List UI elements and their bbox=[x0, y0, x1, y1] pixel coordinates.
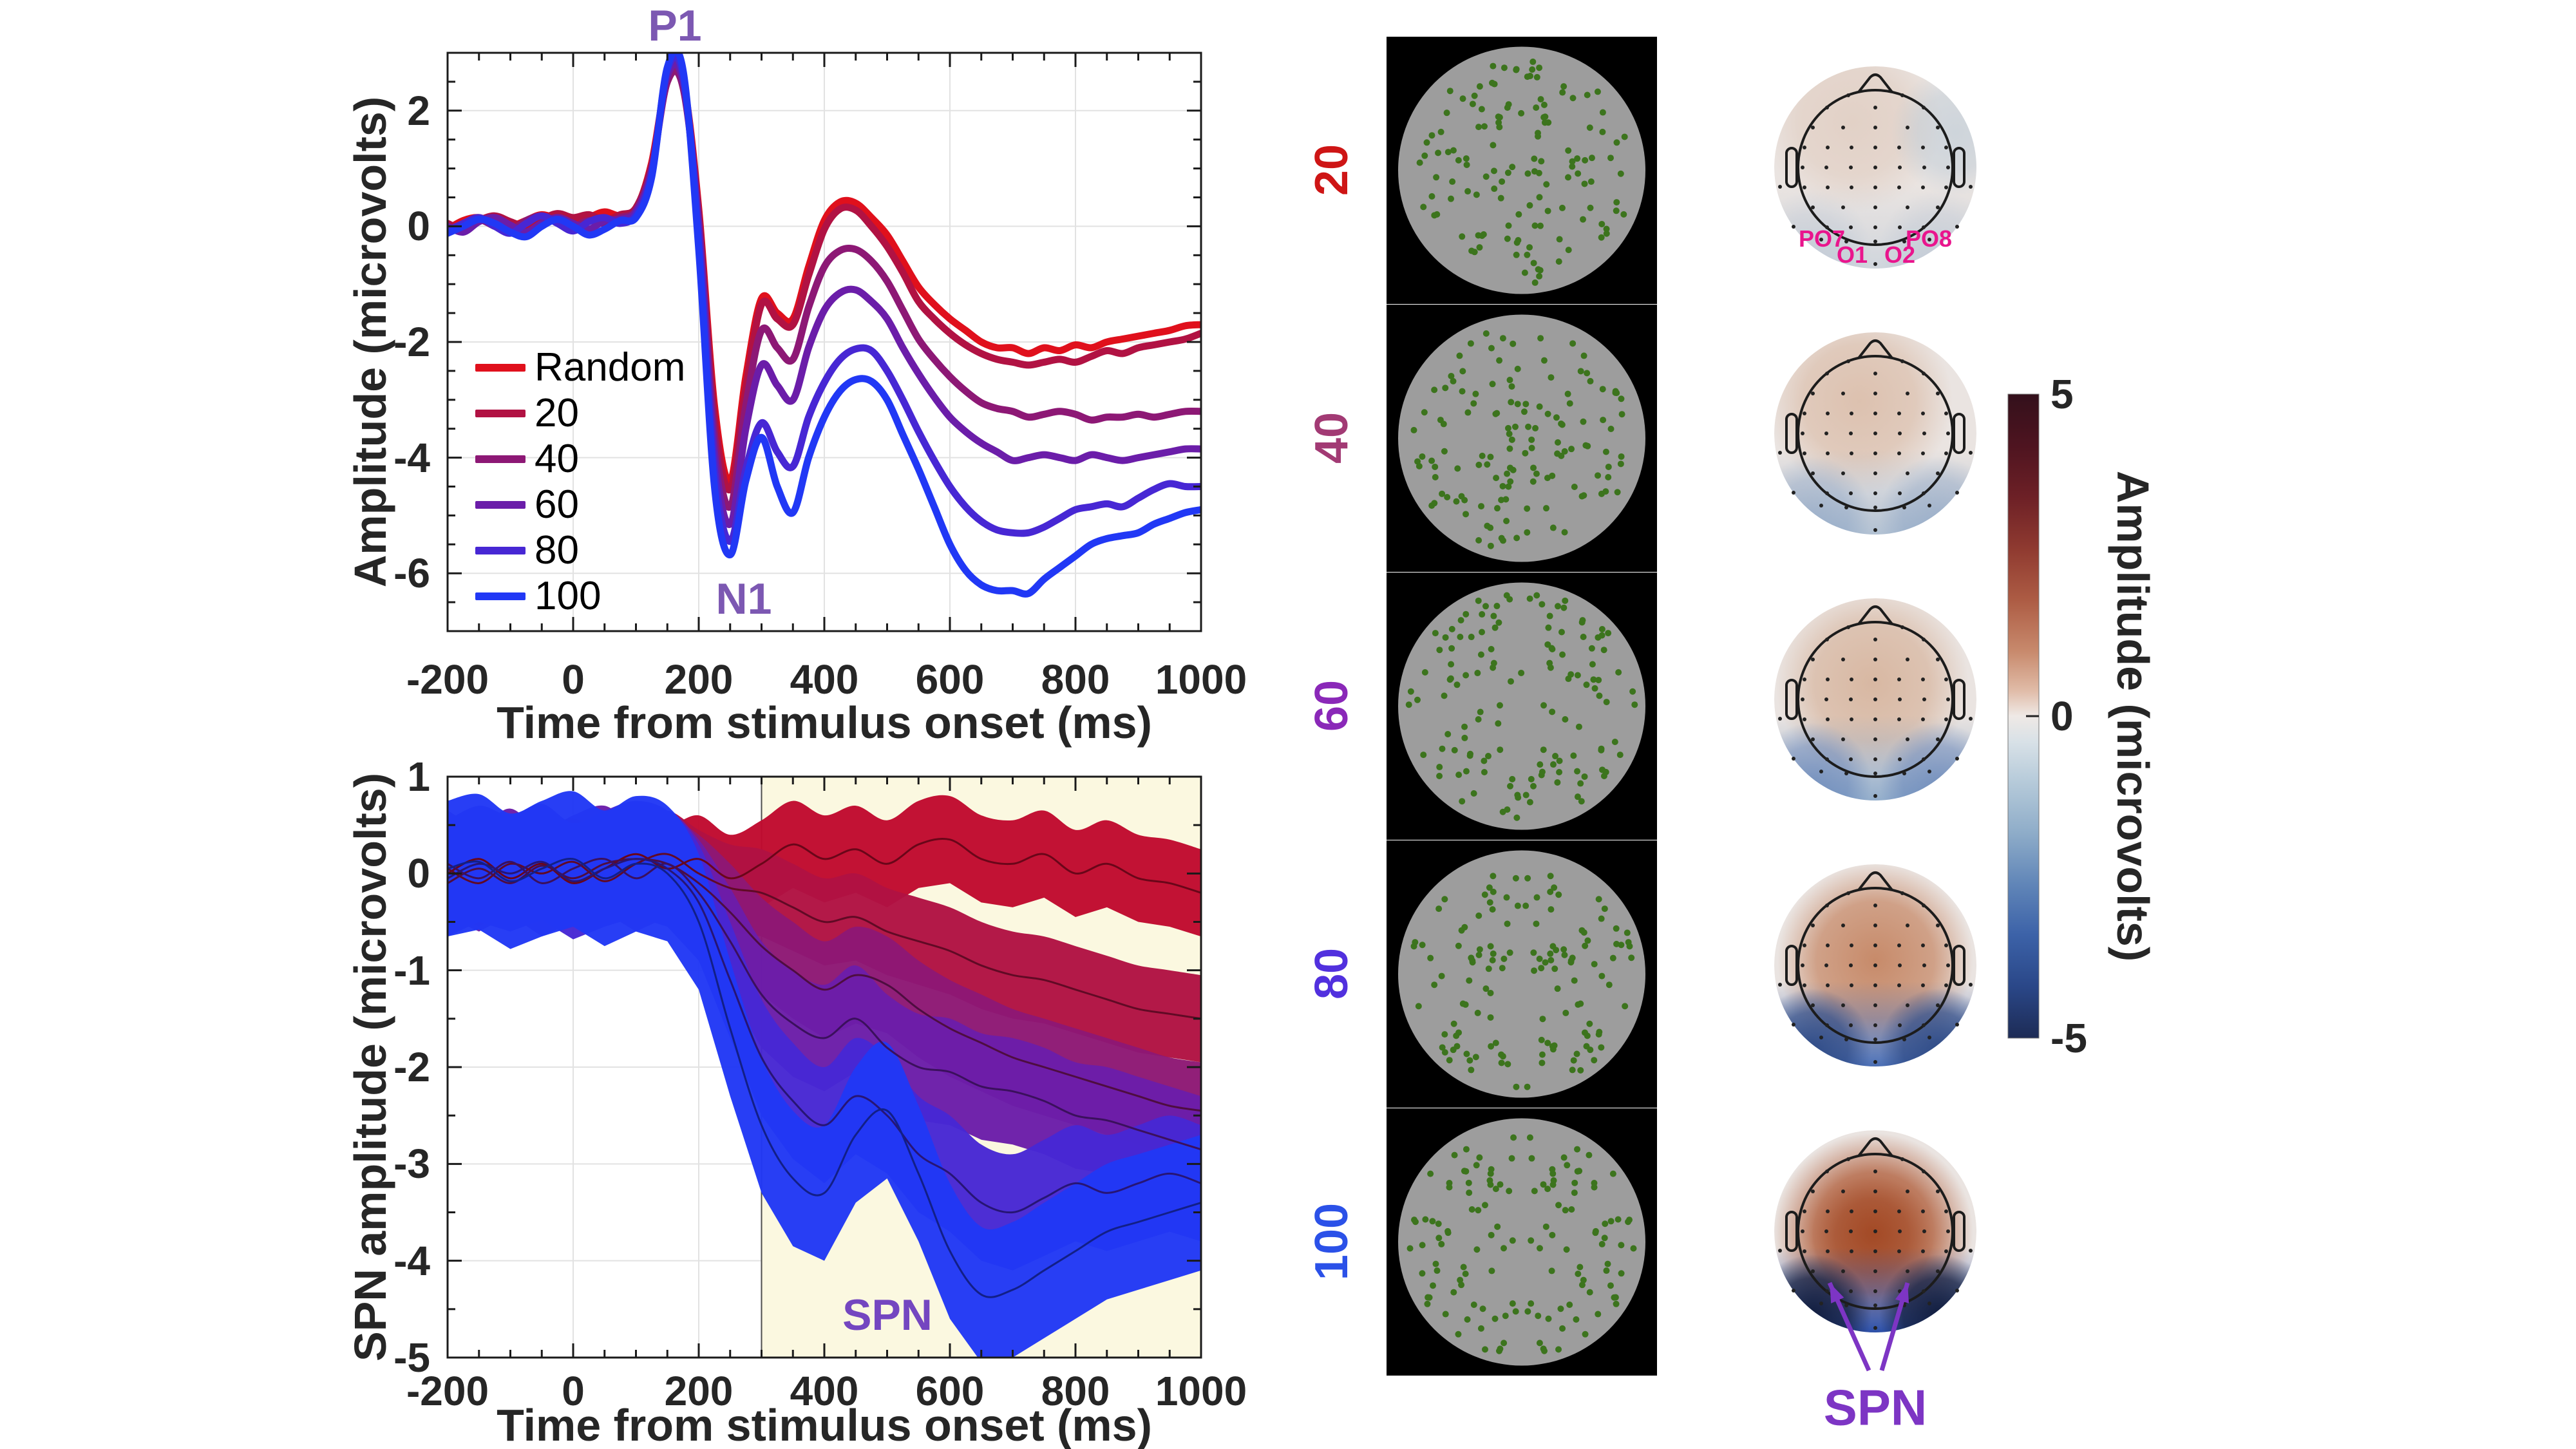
condition-label-60: 60 bbox=[1306, 679, 1358, 732]
erp-x-tick: 0 bbox=[562, 656, 585, 703]
erp-x-tick: 200 bbox=[664, 656, 734, 703]
spn-y-axis-label: SPN amplitude (microvolts) bbox=[345, 772, 395, 1362]
topo-spn-annotation: SPN bbox=[1823, 1379, 1927, 1436]
legend-label-60: 60 bbox=[535, 482, 579, 527]
condition-label-20: 20 bbox=[1306, 144, 1358, 196]
spn-plot bbox=[446, 775, 1202, 1359]
spn-mean-40 bbox=[448, 858, 1201, 1112]
erp-y-tick: 0 bbox=[407, 203, 430, 249]
spn-mean-Random bbox=[448, 837, 1201, 894]
legend-label-80: 80 bbox=[535, 528, 579, 573]
legend-swatch-random bbox=[475, 363, 526, 372]
spn-y-tick: -3 bbox=[393, 1141, 430, 1187]
erp-y-tick: 2 bbox=[407, 88, 430, 134]
p1-annotation: P1 bbox=[648, 1, 702, 50]
condition-label-100: 100 bbox=[1306, 1202, 1358, 1281]
spn-window-annotation: SPN bbox=[842, 1291, 933, 1340]
legend-swatch-60 bbox=[475, 500, 526, 509]
spn-x-tick: 800 bbox=[1041, 1368, 1110, 1414]
spn-mean-20 bbox=[448, 853, 1201, 1020]
spn-mean-80 bbox=[448, 858, 1201, 1214]
legend-row: Random bbox=[475, 345, 685, 390]
electrode-label-po7: PO7 bbox=[1798, 225, 1846, 252]
legend-swatch-100 bbox=[475, 592, 526, 600]
spn-y-tick: 0 bbox=[407, 850, 430, 896]
erp-y-axis-label: Amplitude (microvolts) bbox=[345, 96, 395, 588]
erp-plot bbox=[446, 52, 1202, 632]
legend-row: 20 bbox=[475, 390, 685, 436]
spn-x-axis-label: Time from stimulus onset (ms) bbox=[497, 1400, 1152, 1449]
erp-x-tick: 1000 bbox=[1155, 656, 1247, 703]
electrode-label-o1: O1 bbox=[1836, 242, 1868, 268]
condition-label-80: 80 bbox=[1306, 947, 1358, 1000]
colorbar-tick-m5: -5 bbox=[2050, 1015, 2087, 1061]
spn-y-tick: -5 bbox=[393, 1334, 430, 1381]
topomap-100 bbox=[1774, 1130, 1976, 1332]
erp-curve-80 bbox=[448, 53, 1201, 545]
stimulus-panel-80 bbox=[1387, 840, 1657, 1108]
topomap-40 bbox=[1774, 332, 1976, 535]
colorbar-tick-0: 0 bbox=[2050, 693, 2074, 739]
stimulus-panel-60 bbox=[1387, 573, 1657, 840]
erp-y-tick: -6 bbox=[393, 550, 430, 596]
erp-y-tick: -2 bbox=[393, 319, 430, 365]
legend-label-100: 100 bbox=[535, 574, 601, 618]
stimulus-panel-100 bbox=[1387, 1108, 1657, 1376]
legend-row: 100 bbox=[475, 573, 685, 619]
colorbar-tick-5: 5 bbox=[2050, 371, 2074, 417]
n1-annotation: N1 bbox=[715, 574, 772, 623]
spn-y-tick: -1 bbox=[393, 947, 430, 994]
erp-x-tick: 400 bbox=[790, 656, 859, 703]
topomap-80 bbox=[1774, 864, 1976, 1066]
spn-y-tick: 1 bbox=[407, 753, 430, 800]
topomap-60 bbox=[1774, 598, 1976, 800]
legend-label-40: 40 bbox=[535, 437, 579, 481]
spn-y-tick: -2 bbox=[393, 1044, 430, 1090]
stimulus-panel-20 bbox=[1387, 37, 1657, 304]
erp-legend: Random 20 40 60 80 100 bbox=[475, 345, 685, 619]
legend-row: 40 bbox=[475, 436, 685, 482]
spn-band-100 bbox=[448, 791, 1201, 1358]
erp-curve-20 bbox=[448, 66, 1201, 494]
spn-x-tick: -200 bbox=[406, 1368, 489, 1414]
legend-row: 60 bbox=[475, 482, 685, 527]
spn-mean-60 bbox=[448, 857, 1201, 1151]
colorbar-label: Amplitude (microvolts) bbox=[2108, 470, 2158, 962]
erp-y-tick: -4 bbox=[393, 435, 430, 481]
legend-label-20: 20 bbox=[535, 391, 579, 435]
condition-label-40: 40 bbox=[1306, 412, 1358, 464]
erp-x-tick: 600 bbox=[915, 656, 985, 703]
spn-x-tick: 1000 bbox=[1155, 1368, 1247, 1414]
spn-arrows bbox=[1827, 1282, 1910, 1372]
legend-swatch-80 bbox=[475, 546, 526, 554]
erp-curve-100 bbox=[448, 53, 1201, 598]
erp-x-axis-label: Time from stimulus onset (ms) bbox=[497, 697, 1152, 748]
spn-mean-100 bbox=[448, 857, 1201, 1298]
erp-x-tick: 800 bbox=[1041, 656, 1110, 703]
electrode-label-po8: PO8 bbox=[1905, 225, 1953, 252]
colorbar bbox=[2007, 393, 2040, 1039]
spn-x-tick: 200 bbox=[664, 1368, 734, 1414]
legend-label-random: Random bbox=[535, 345, 686, 390]
stimulus-panel-40 bbox=[1387, 305, 1657, 572]
erp-x-tick: -200 bbox=[406, 656, 489, 703]
legend-row: 80 bbox=[475, 527, 685, 573]
spn-x-tick: 400 bbox=[790, 1368, 859, 1414]
spn-x-tick: 0 bbox=[562, 1368, 585, 1414]
spn-y-tick: -4 bbox=[393, 1238, 430, 1284]
spn-x-tick: 600 bbox=[915, 1368, 985, 1414]
legend-swatch-20 bbox=[475, 409, 526, 417]
legend-swatch-40 bbox=[475, 455, 526, 463]
electrode-label-o2: O2 bbox=[1884, 242, 1916, 268]
